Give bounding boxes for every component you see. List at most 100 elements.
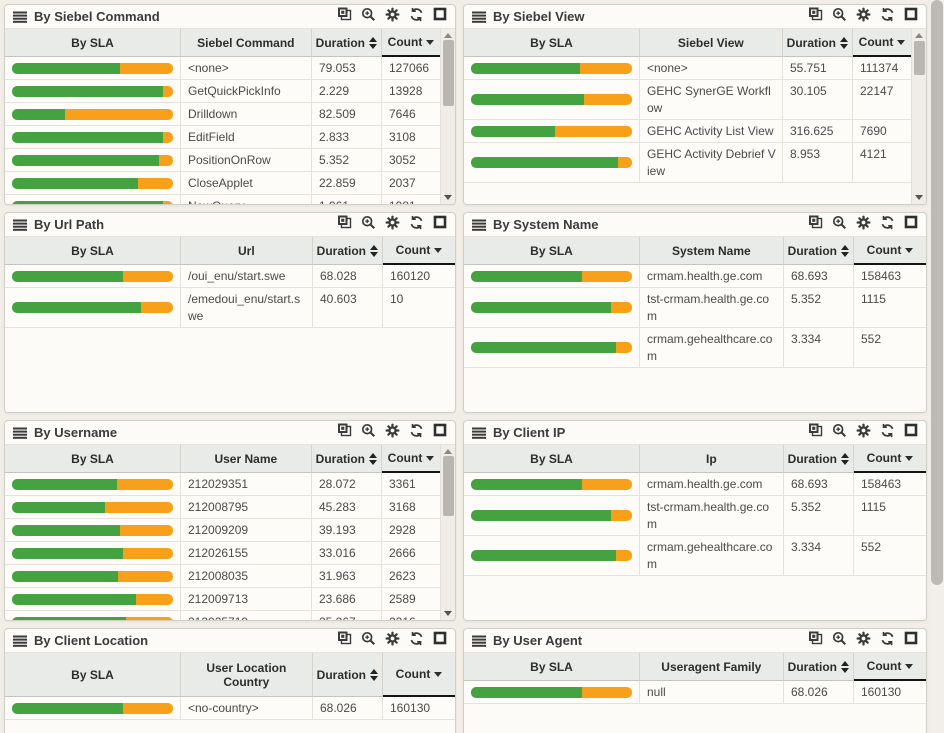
zoom-button[interactable]	[360, 7, 376, 25]
settings-button[interactable]	[384, 631, 400, 651]
settings-button[interactable]	[384, 7, 400, 25]
panel-scrollbar-thumb[interactable]	[443, 456, 454, 516]
list-icon[interactable]	[12, 425, 28, 441]
list-icon[interactable]	[471, 425, 487, 441]
export-image-button[interactable]	[807, 215, 823, 233]
list-icon[interactable]	[12, 633, 28, 649]
zoom-button[interactable]	[831, 631, 847, 649]
sla-bar-green-segment	[12, 570, 119, 582]
refresh-button[interactable]	[879, 631, 895, 649]
list-icon[interactable]	[471, 633, 487, 649]
list-icon[interactable]	[12, 217, 28, 233]
panel-scrollbar[interactable]	[440, 445, 455, 620]
column-header-duration[interactable]: Duration	[311, 29, 382, 57]
count-cell: 2666	[389, 546, 416, 560]
column-header-by-sla: By SLA	[464, 29, 640, 57]
name-cell: crmam.gehealthcare.com	[640, 328, 784, 367]
panel-scrollbar[interactable]	[440, 29, 455, 204]
table-body: <none> 79.053 127066 GetQuickPickInfo 2.229 1…	[5, 57, 440, 204]
column-header-duration[interactable]: Duration	[312, 653, 383, 697]
zoom-button[interactable]	[360, 631, 376, 649]
column-header-duration[interactable]: Duration	[783, 237, 854, 265]
export-image-button[interactable]	[807, 631, 823, 649]
maximize-button[interactable]	[432, 423, 448, 441]
settings-button[interactable]	[384, 215, 400, 233]
refresh-button[interactable]	[408, 631, 424, 649]
column-header-count[interactable]: Count	[853, 29, 911, 57]
panel-scrollbar[interactable]	[911, 29, 926, 204]
table-header-row: By SLA Siebel View Duration Count	[464, 29, 911, 57]
column-header-duration[interactable]: Duration	[783, 653, 854, 681]
settings-button[interactable]	[384, 423, 400, 441]
maximize-button[interactable]	[432, 7, 448, 25]
scroll-down-icon[interactable]	[915, 195, 923, 200]
scroll-up-icon[interactable]	[915, 33, 923, 38]
column-header-count[interactable]: Count	[854, 653, 926, 681]
name-cell: PositionOnRow	[181, 149, 312, 171]
column-header-duration[interactable]: Duration	[312, 237, 383, 265]
list-icon[interactable]	[12, 9, 28, 25]
column-header-count[interactable]: Count	[382, 445, 440, 473]
list-icon[interactable]	[471, 9, 487, 25]
maximize-button[interactable]	[432, 631, 448, 649]
name-cell: NewQuery	[181, 195, 312, 204]
table-body: /oui_enu/start.swe 68.028 160120/emedoui_e…	[5, 265, 455, 412]
settings-button[interactable]	[855, 215, 871, 235]
duration-cell: 316.625	[783, 120, 853, 142]
maximize-button[interactable]	[903, 631, 919, 649]
sla-bar-orange-segment	[583, 94, 632, 105]
column-header-count[interactable]: Count	[854, 237, 926, 265]
scroll-up-icon[interactable]	[444, 449, 452, 454]
panel-scrollbar-thumb[interactable]	[914, 41, 925, 75]
zoom-button[interactable]	[831, 7, 847, 25]
settings-icon	[856, 215, 871, 235]
settings-button[interactable]	[855, 423, 871, 441]
refresh-button[interactable]	[408, 423, 424, 441]
maximize-button[interactable]	[903, 7, 919, 25]
zoom-button[interactable]	[360, 423, 376, 441]
count-cell: 111374	[860, 61, 899, 75]
export-image-button[interactable]	[336, 7, 352, 25]
sla-bar-cell	[5, 265, 181, 287]
refresh-button[interactable]	[879, 215, 895, 233]
export-image-button[interactable]	[336, 631, 352, 649]
column-header-count[interactable]: Count	[854, 445, 926, 473]
page-scrollbar-thumb[interactable]	[931, 0, 943, 585]
column-header-duration[interactable]: Duration	[311, 445, 382, 473]
panel-scrollbar-thumb[interactable]	[443, 40, 454, 106]
maximize-button[interactable]	[903, 215, 919, 233]
scroll-down-icon[interactable]	[444, 611, 452, 616]
column-header-count[interactable]: Count	[383, 653, 455, 697]
scroll-down-icon[interactable]	[444, 195, 452, 200]
export-image-button[interactable]	[336, 423, 352, 441]
zoom-button[interactable]	[831, 215, 847, 233]
maximize-button[interactable]	[432, 215, 448, 233]
zoom-button[interactable]	[360, 215, 376, 233]
panel-by-client-location: By Client Location By SLA User Location …	[4, 628, 456, 733]
name-cell: tst-crmam.health.ge.com	[640, 496, 784, 535]
refresh-button[interactable]	[879, 7, 895, 25]
settings-icon	[385, 631, 400, 651]
export-image-button[interactable]	[807, 423, 823, 441]
settings-button[interactable]	[855, 7, 871, 25]
column-header-duration[interactable]: Duration	[782, 29, 853, 57]
page-scrollbar[interactable]	[930, 0, 944, 733]
sla-bar-cell	[464, 265, 640, 287]
export-image-button[interactable]	[336, 215, 352, 233]
column-header-duration[interactable]: Duration	[783, 445, 854, 473]
maximize-button[interactable]	[903, 423, 919, 441]
zoom-button[interactable]	[831, 423, 847, 441]
export-image-button[interactable]	[807, 7, 823, 25]
refresh-button[interactable]	[408, 7, 424, 25]
sla-bar-green-segment	[471, 62, 581, 74]
scroll-up-icon[interactable]	[444, 33, 452, 38]
sort-desc-icon	[905, 663, 914, 669]
list-icon[interactable]	[471, 217, 487, 233]
column-header-count[interactable]: Count	[383, 237, 455, 265]
table-row: /oui_enu/start.swe 68.028 160120	[5, 265, 455, 288]
table-header-row: By SLA User Location Country Duration Co…	[5, 653, 455, 697]
refresh-button[interactable]	[879, 423, 895, 441]
settings-button[interactable]	[855, 631, 871, 649]
column-header-count[interactable]: Count	[382, 29, 440, 57]
refresh-button[interactable]	[408, 215, 424, 233]
